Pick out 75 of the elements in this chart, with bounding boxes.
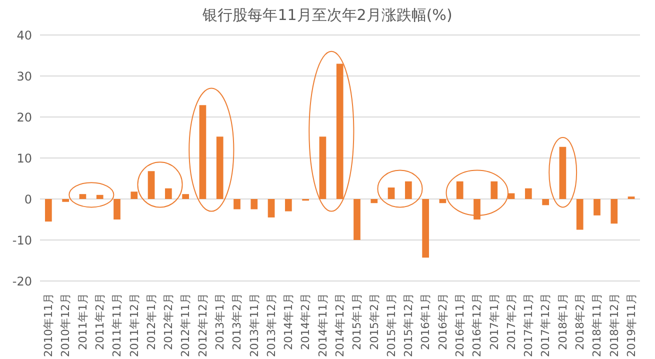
bar (490, 181, 498, 199)
bar (319, 136, 326, 199)
bar (165, 188, 172, 199)
bar (474, 199, 480, 220)
x-tick-label: 2013年11月 (248, 293, 261, 357)
x-tick-label: 2011年12月 (128, 293, 141, 357)
bar (422, 199, 429, 258)
x-tick-label: 2013年1月 (214, 293, 226, 350)
x-tick-label: 2015年1月 (350, 293, 364, 350)
chart-title: 银行股每年11月至次年2月涨跌幅(%) (202, 6, 454, 25)
bar (234, 199, 240, 210)
y-tick-label: 0 (24, 192, 32, 206)
x-tick-label: 2011年2月 (94, 293, 106, 350)
y-tick-label: 20 (16, 110, 32, 124)
x-tick-label: 2018年1月 (556, 293, 570, 350)
x-tick-label: 2012年1月 (144, 293, 158, 350)
bar (525, 188, 532, 199)
x-tick-label: 2018年2月 (574, 293, 586, 350)
y-tick-label: -10 (12, 233, 32, 248)
x-tick-label: 2015年2月 (368, 293, 381, 350)
bar (268, 199, 275, 218)
bar (456, 181, 464, 199)
y-tick-label: -20 (12, 274, 32, 288)
x-tick-label: 2014年1月 (282, 293, 296, 350)
x-tick-label: 2012年2月 (162, 293, 176, 350)
bar (559, 146, 566, 199)
bar (114, 199, 120, 220)
x-tick-label: 2015年11月 (384, 293, 398, 357)
x-tick-label: 2017年1月 (488, 293, 501, 350)
bar (62, 199, 69, 202)
x-tick-label: 2012年12月 (196, 293, 210, 357)
bar (576, 199, 584, 230)
x-tick-label: 2017年11月 (522, 293, 536, 357)
bar (439, 199, 446, 204)
x-tick-label: 2011年11月 (110, 293, 124, 357)
bar (130, 192, 138, 199)
x-tick-label: 2015年12月 (402, 293, 416, 357)
y-tick-label: 30 (16, 69, 32, 84)
x-tick-label: 2011年1月 (76, 293, 90, 350)
bar (388, 188, 395, 199)
x-tick-label: 2014年2月 (299, 293, 312, 350)
x-tick-label: 2016年1月 (419, 293, 432, 350)
x-tick-label: 2010年11月 (42, 293, 56, 357)
bar (148, 171, 155, 199)
x-tick-label: 2010年12月 (59, 293, 72, 357)
bar (354, 199, 360, 240)
bar (199, 105, 206, 199)
x-tick-label: 2013年12月 (264, 293, 278, 357)
bar (45, 199, 52, 222)
bar (594, 199, 600, 216)
x-tick-label: 2014年12月 (334, 293, 346, 357)
bar (96, 194, 104, 199)
bar (182, 194, 189, 199)
y-tick-label: 40 (16, 28, 32, 42)
x-tick-label: 2018年12月 (608, 293, 621, 357)
x-tick-label: 2019年11月 (624, 293, 638, 357)
bar (405, 181, 412, 199)
x-tick-label: 2013年2月 (230, 293, 244, 350)
y-tick-label: 10 (16, 151, 32, 166)
bar (250, 199, 258, 210)
x-tick-label: 2016年11月 (454, 293, 466, 357)
x-tick-label: 2018年11月 (590, 293, 604, 357)
bar (370, 199, 378, 204)
bar (542, 199, 549, 206)
bar (285, 199, 292, 212)
x-tick-label: 2016年12月 (470, 293, 484, 357)
bar (216, 136, 224, 199)
x-tick-label: 2017年12月 (539, 293, 552, 357)
x-tick-label: 2017年2月 (504, 293, 518, 350)
x-tick-label: 2012年11月 (179, 293, 192, 357)
bar (79, 194, 86, 199)
x-tick-label: 2016年2月 (436, 293, 450, 350)
bar (336, 64, 344, 199)
bar (610, 199, 618, 224)
x-tick-label: 2014年11月 (316, 293, 330, 357)
